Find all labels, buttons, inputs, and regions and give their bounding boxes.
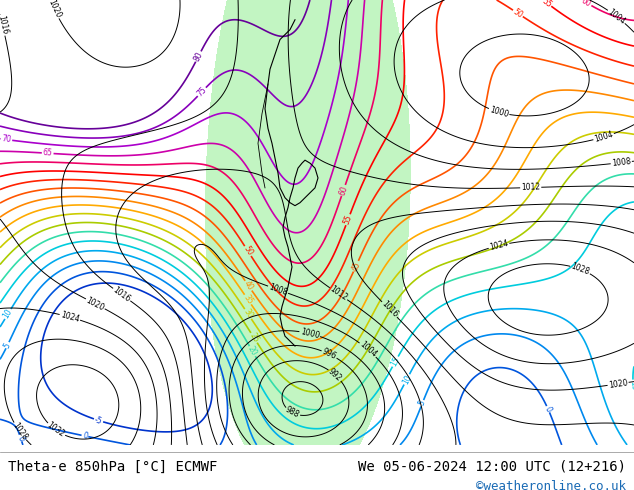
Text: 1016: 1016 — [111, 285, 132, 304]
Text: 5: 5 — [417, 399, 427, 407]
Text: ©weatheronline.co.uk: ©weatheronline.co.uk — [476, 480, 626, 490]
Text: 50: 50 — [242, 245, 254, 258]
Text: 35: 35 — [242, 293, 254, 306]
Text: 1020: 1020 — [608, 378, 628, 390]
Text: 1016: 1016 — [0, 15, 9, 36]
Text: 1000: 1000 — [488, 105, 510, 119]
Text: 996: 996 — [321, 347, 338, 362]
Text: 1004: 1004 — [358, 340, 378, 360]
Text: 15: 15 — [389, 355, 401, 368]
Text: 25: 25 — [248, 331, 261, 344]
Text: 55: 55 — [342, 214, 354, 226]
Text: 75: 75 — [195, 85, 209, 98]
Text: 1032: 1032 — [46, 421, 67, 440]
Text: 45: 45 — [350, 260, 362, 272]
Text: 992: 992 — [327, 367, 344, 383]
Text: 1004: 1004 — [593, 130, 614, 144]
Text: Theta-e 850hPa [°C] ECMWF: Theta-e 850hPa [°C] ECMWF — [8, 460, 217, 473]
Text: 1000: 1000 — [299, 327, 320, 340]
Text: 1008: 1008 — [268, 282, 288, 297]
Text: 1024: 1024 — [489, 239, 509, 252]
Text: 1028: 1028 — [11, 421, 29, 442]
Text: 5: 5 — [3, 341, 13, 349]
Text: -5: -5 — [93, 415, 103, 426]
Text: 1004: 1004 — [606, 7, 627, 26]
Text: 1020: 1020 — [46, 0, 62, 20]
Text: 55: 55 — [540, 0, 553, 9]
Text: 30: 30 — [242, 307, 254, 320]
Text: 1012: 1012 — [328, 285, 349, 303]
Text: 70: 70 — [1, 135, 12, 145]
Text: 15: 15 — [628, 380, 634, 391]
Text: 65: 65 — [42, 148, 53, 158]
Text: 60: 60 — [337, 184, 349, 196]
Text: 20: 20 — [246, 345, 259, 358]
Text: 1024: 1024 — [60, 310, 81, 324]
Text: 1028: 1028 — [570, 262, 591, 277]
Text: 1012: 1012 — [521, 183, 540, 193]
Text: 1016: 1016 — [380, 299, 399, 319]
Text: 10: 10 — [401, 373, 413, 386]
Text: 1020: 1020 — [85, 295, 106, 312]
Text: 0: 0 — [543, 405, 553, 413]
Text: 0: 0 — [82, 431, 88, 441]
Text: 10: 10 — [2, 308, 15, 320]
Text: 60: 60 — [580, 0, 593, 9]
Text: We 05-06-2024 12:00 UTC (12+216): We 05-06-2024 12:00 UTC (12+216) — [358, 460, 626, 473]
Text: 40: 40 — [242, 279, 255, 292]
Text: 0: 0 — [16, 434, 26, 442]
Text: 50: 50 — [512, 7, 524, 20]
Text: 1008: 1008 — [611, 157, 631, 168]
Text: 80: 80 — [192, 50, 205, 63]
Text: 988: 988 — [284, 405, 301, 420]
